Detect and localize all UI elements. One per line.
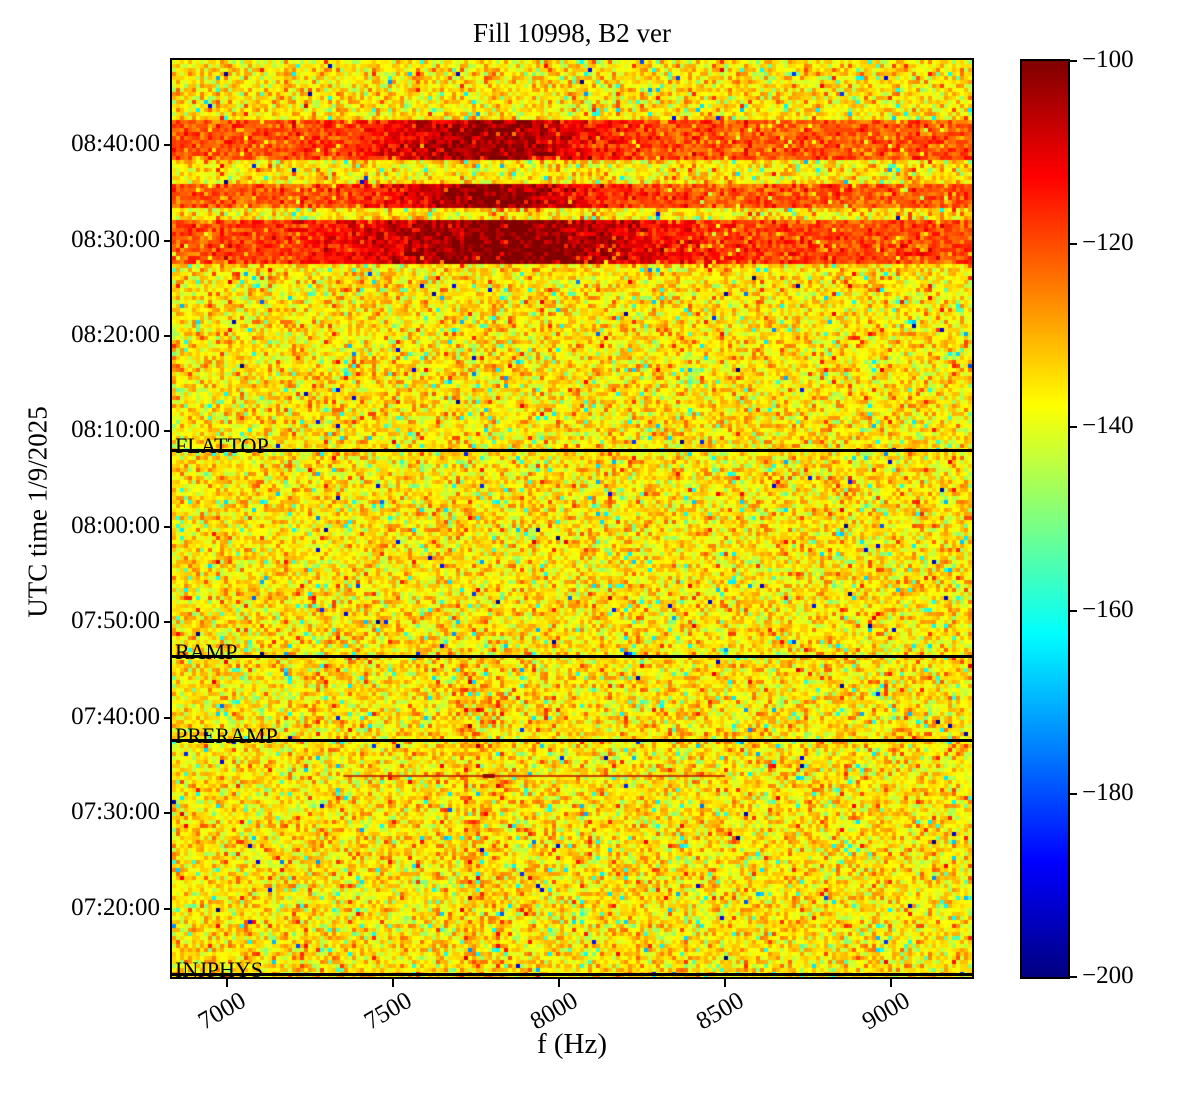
event-label-preramp: PRERAMP: [175, 722, 278, 748]
x-tick-mark: [226, 979, 229, 987]
y-tick-label: 08:00:00: [71, 511, 160, 539]
colorbar-tick-label: −160: [1082, 595, 1134, 623]
y-tick-label: 07:40:00: [71, 702, 160, 730]
colorbar-tick-label: −120: [1082, 229, 1134, 257]
event-line-flattop: [172, 448, 972, 452]
colorbar-tick-mark: [1070, 609, 1077, 612]
event-line-ramp: [172, 654, 972, 658]
x-axis-label: f (Hz): [536, 1028, 608, 1060]
x-tick-mark: [890, 979, 892, 987]
colorbar-tick-label: −180: [1082, 778, 1134, 806]
y-tick-label: 08:40:00: [71, 130, 160, 158]
colorbar-tick-label: −200: [1082, 962, 1134, 989]
y-tick-mark: [164, 144, 172, 147]
y-tick-label: 08:10:00: [71, 416, 160, 444]
y-tick-mark: [164, 525, 172, 528]
colorbar-tick-mark: [1070, 792, 1077, 795]
x-tick-mark: [392, 979, 395, 987]
y-tick-label: 07:50:00: [71, 607, 160, 635]
y-tick-mark: [164, 716, 172, 719]
y-tick-label: 07:30:00: [71, 798, 160, 826]
colorbar: [1020, 59, 1070, 979]
colorbar-tick-mark: [1070, 976, 1077, 978]
event-line-preramp: [172, 738, 972, 742]
x-tick-mark: [724, 979, 727, 987]
spectrogram-canvas: [172, 60, 972, 977]
y-tick-mark: [164, 334, 172, 337]
y-tick-mark: [164, 812, 172, 815]
plot-title: Fill 10998, B2 ver: [472, 18, 671, 48]
x-tick-mark: [558, 979, 561, 987]
y-tick-label: 07:20:00: [71, 893, 160, 921]
y-tick-label: 08:30:00: [71, 225, 160, 253]
event-label-flattop: FLATTOP: [175, 432, 269, 458]
y-tick-label: 08:20:00: [71, 320, 160, 348]
event-label-injphys: INJPHYS: [175, 957, 264, 982]
colorbar-tick-mark: [1070, 243, 1077, 246]
colorbar-tick-mark: [1070, 60, 1077, 62]
colorbar-tick-label: −140: [1082, 412, 1134, 440]
spectrogram-plot-area: [170, 58, 974, 979]
y-tick-mark: [164, 430, 172, 433]
event-line-injphys: [172, 973, 972, 976]
y-tick-mark: [164, 621, 172, 624]
colorbar-tick-mark: [1070, 426, 1077, 429]
colorbar-tick-label: −100: [1082, 46, 1134, 73]
y-tick-mark: [164, 239, 172, 242]
y-tick-mark: [164, 907, 172, 910]
colorbar-canvas: [1022, 61, 1068, 977]
event-label-ramp: RAMP: [175, 638, 238, 664]
